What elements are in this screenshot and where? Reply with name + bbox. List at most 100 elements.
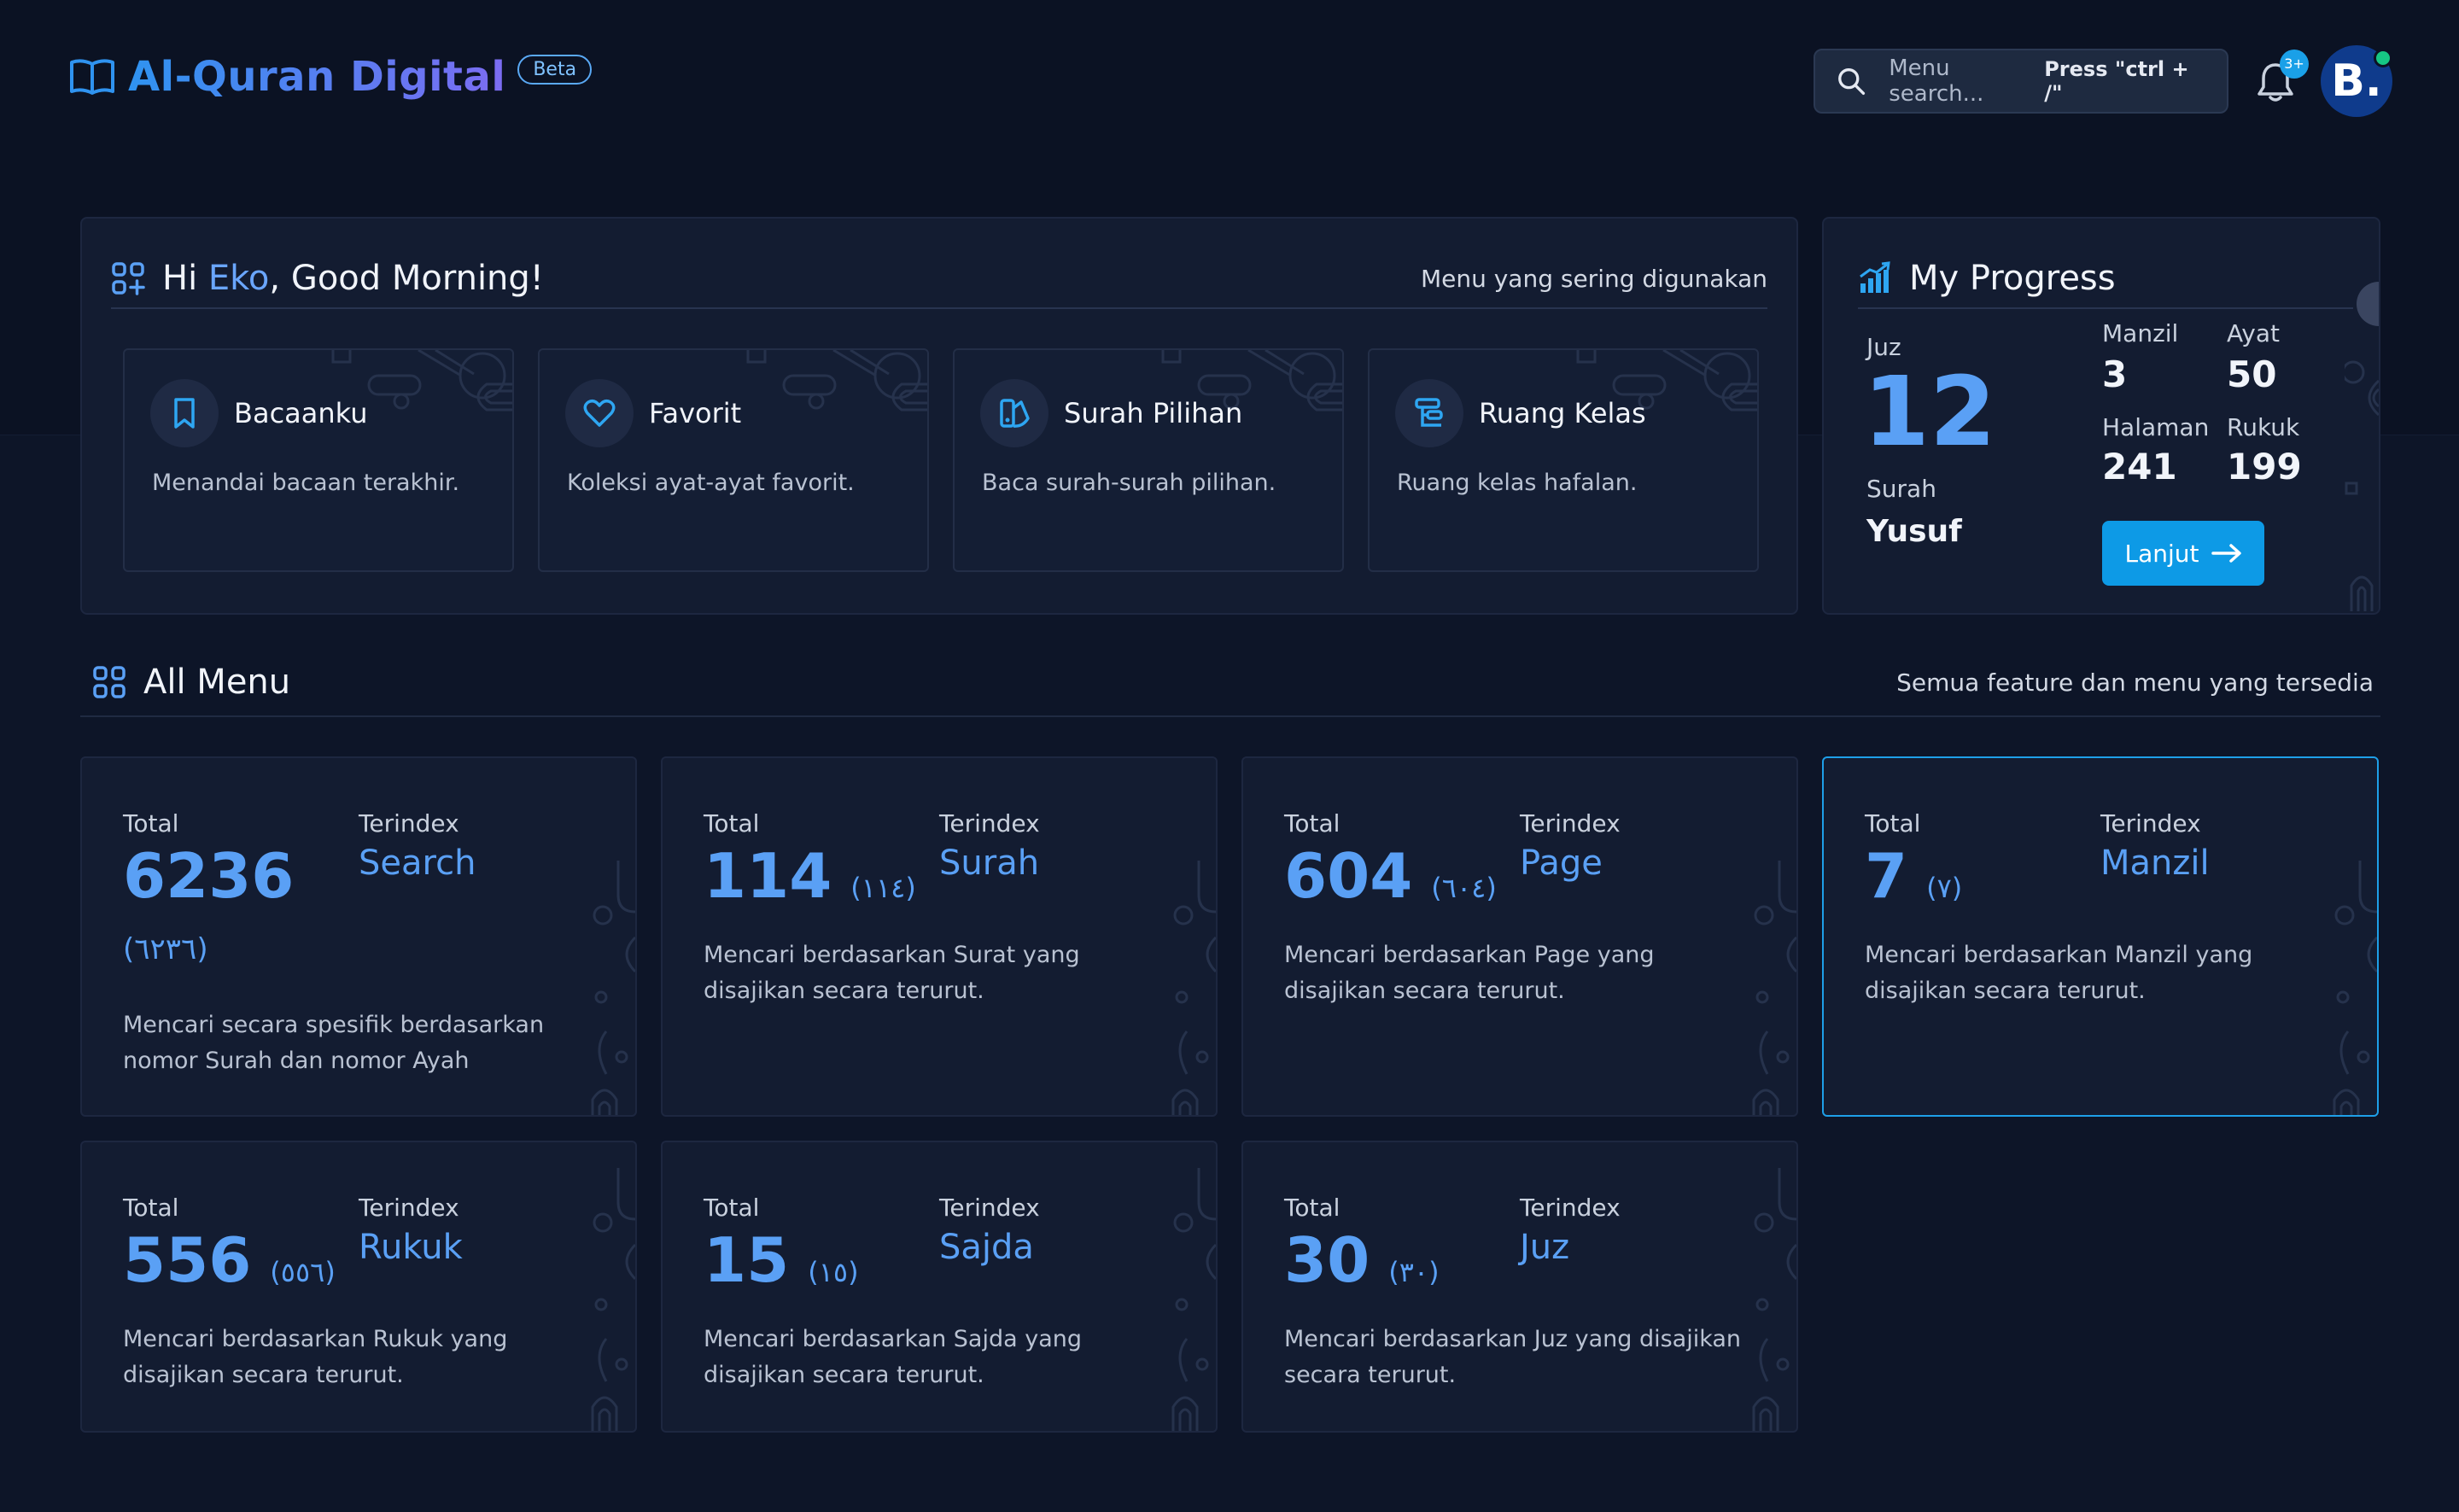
total-label: Total: [704, 809, 760, 838]
index-value: Manzil: [2100, 844, 2210, 883]
total-value: 556: [123, 1224, 252, 1296]
total-arabic: (١١٤): [850, 872, 916, 904]
chart-up-icon: [1860, 261, 1890, 293]
quick-menu-surah-pilihan[interactable]: Surah Pilihan Baca surah-surah pilihan.: [953, 348, 1344, 572]
index-value: Surah: [939, 844, 1040, 883]
total-value-group: 7 (٧): [1865, 840, 1962, 912]
decorative-pattern: [1752, 861, 1796, 1115]
quick-menu-head: Ruang Kelas: [1395, 379, 1646, 447]
total-value-group: 556 (٥٥٦): [123, 1224, 336, 1296]
menu-desc: Mencari berdasarkan Rukuk yang disajikan…: [123, 1326, 508, 1388]
quick-icon-circle: [150, 379, 219, 447]
manzil-label: Manzil: [2102, 319, 2179, 347]
total-arabic: (١٥): [808, 1256, 859, 1288]
decorative-pattern: [2333, 861, 2377, 1115]
decorative-pattern: [591, 1168, 635, 1431]
menu-desc: Mencari secara spesifik berdasarkan nomo…: [123, 1012, 545, 1074]
quick-menu-desc: Menandai bacaan terakhir.: [152, 470, 460, 496]
all-menu-title: All Menu: [143, 663, 291, 702]
index-label: Terindex: [1520, 809, 1621, 838]
progress-panel: My Progress Juz 12 Surah Yusuf Manzil 3 …: [1822, 217, 2380, 615]
arrow-right-icon: [2211, 544, 2241, 563]
quick-menu-title: Ruang Kelas: [1479, 397, 1646, 429]
classroom-icon: [1415, 398, 1443, 427]
ayat-label: Ayat: [2227, 319, 2280, 347]
book-select-icon: [1000, 399, 1030, 428]
all-menu-header: All Menu Semua feature dan menu yang ter…: [80, 649, 2380, 717]
quick-menu-title: Favorit: [649, 397, 742, 429]
quick-menu-bacaanku[interactable]: Bacaanku Menandai bacaan terakhir.: [123, 348, 514, 572]
apps-add-icon: [112, 262, 145, 295]
total-label: Total: [704, 1194, 760, 1222]
menu-search[interactable]: Menu search... Press "ctrl + /": [1814, 49, 2228, 114]
ayat-value: 50: [2227, 353, 2277, 395]
total-value: 30: [1284, 1224, 1370, 1296]
menu-card-juz[interactable]: Total Terindex 30 (٣٠) Juz Mencari berda…: [1241, 1141, 1798, 1433]
quick-menu-title: Surah Pilihan: [1064, 397, 1243, 429]
halaman-value: 241: [2102, 446, 2177, 487]
index-label: Terindex: [1520, 1194, 1621, 1222]
grid-icon: [93, 666, 126, 698]
index-value: Juz: [1520, 1228, 1570, 1267]
quick-menu-head: Bacaanku: [150, 379, 367, 447]
halaman-label: Halaman: [2102, 413, 2210, 441]
index-label: Terindex: [939, 809, 1040, 838]
rukuk-value: 199: [2227, 446, 2302, 487]
menu-card-search[interactable]: Total Terindex 6236 (٦٢٣٦) Search Mencar…: [80, 756, 637, 1117]
quick-menu-desc: Koleksi ayat-ayat favorit.: [567, 470, 855, 496]
progress-title: My Progress: [1909, 259, 2116, 298]
greeting-prefix: Hi: [162, 259, 208, 298]
menu-card-page[interactable]: Total Terindex 604 (٦٠٤) Page Mencari be…: [1241, 756, 1798, 1117]
index-value: Page: [1520, 844, 1603, 883]
index-label: Terindex: [359, 1194, 459, 1222]
open-book-icon: [70, 59, 114, 95]
total-value: 114: [704, 840, 832, 912]
total-label: Total: [123, 1194, 179, 1222]
total-value-group: 604 (٦٠٤): [1284, 840, 1497, 912]
menu-desc: Mencari berdasarkan Surat yang disajikan…: [704, 942, 1080, 1004]
quick-menu-favorit[interactable]: Favorit Koleksi ayat-ayat favorit.: [538, 348, 929, 572]
progress-header: My Progress: [1858, 249, 2353, 309]
quick-menu-desc: Baca surah-surah pilihan.: [982, 470, 1276, 496]
decorative-pattern: [1171, 861, 1216, 1115]
total-label: Total: [1865, 809, 1921, 838]
index-label: Terindex: [2100, 809, 2201, 838]
total-label: Total: [1284, 1194, 1340, 1222]
index-value: Rukuk: [359, 1228, 463, 1267]
juz-value: 12: [1863, 357, 1996, 468]
menu-card-sajda[interactable]: Total Terindex 15 (١٥) Sajda Mencari ber…: [661, 1141, 1218, 1433]
lanjut-button[interactable]: Lanjut: [2102, 521, 2264, 586]
menu-card-surah[interactable]: Total Terindex 114 (١١٤) Surah Mencari b…: [661, 756, 1218, 1117]
quick-icon-circle: [980, 379, 1048, 447]
total-arabic: (٣٠): [1388, 1256, 1440, 1288]
app-logo[interactable]: Al-Quran Digital Beta: [68, 53, 593, 101]
greeting-suffix: , Good Morning!: [269, 259, 544, 298]
quick-icon-circle: [1395, 379, 1463, 447]
quick-menu-ruang-kelas[interactable]: Ruang Kelas Ruang kelas hafalan.: [1368, 348, 1759, 572]
heart-icon: [583, 399, 616, 427]
total-arabic: (٥٥٦): [270, 1256, 336, 1288]
menu-card-manzil[interactable]: Total Terindex 7 (٧) Manzil Mencari berd…: [1822, 756, 2379, 1117]
online-status-dot: [2374, 49, 2392, 67]
decorative-pattern: [331, 350, 512, 412]
menu-desc: Mencari berdasarkan Juz yang disajikan s…: [1284, 1326, 1742, 1388]
decorative-pattern: [591, 861, 635, 1115]
juz-label: Juz: [1866, 333, 1901, 361]
index-value: Search: [359, 844, 476, 883]
lanjut-label: Lanjut: [2124, 539, 2199, 568]
search-placeholder: Menu search...: [1889, 55, 1984, 107]
search-shortcut-hint: Press "ctrl + /": [2044, 57, 2189, 105]
greeting-title: Hi Eko, Good Morning!: [162, 259, 544, 298]
index-label: Terindex: [359, 809, 459, 838]
decorative-pattern: [746, 350, 927, 412]
quick-menu-title: Bacaanku: [234, 397, 368, 429]
all-menu-subtitle: Semua feature dan menu yang tersedia: [1896, 668, 2374, 697]
decorative-pattern: [1161, 350, 1342, 412]
menu-card-rukuk[interactable]: Total Terindex 556 (٥٥٦) Rukuk Mencari b…: [80, 1141, 637, 1433]
greeting-subtitle: Menu yang sering digunakan: [1420, 264, 1767, 293]
search-icon: [1838, 67, 1866, 95]
total-arabic: (٦٠٤): [1431, 872, 1497, 904]
app-title: Al-Quran Digital: [128, 53, 506, 101]
total-value: 6236: [123, 840, 295, 912]
total-value-group: 30 (٣٠): [1284, 1224, 1440, 1296]
